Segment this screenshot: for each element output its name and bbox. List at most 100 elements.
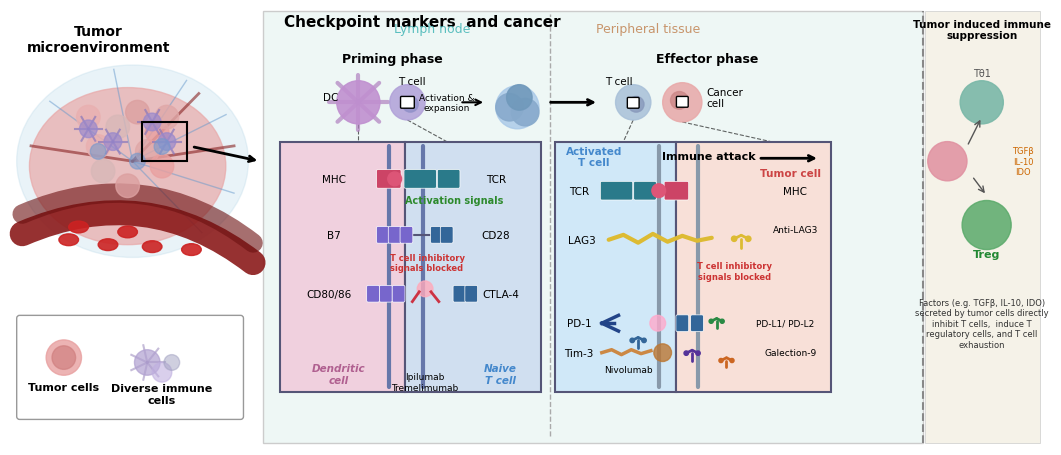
Text: TCR: TCR [486,175,506,184]
Circle shape [129,154,145,170]
Ellipse shape [69,222,88,233]
Circle shape [730,359,734,363]
FancyBboxPatch shape [367,286,380,303]
Bar [0,4,260,451]
FancyBboxPatch shape [677,97,689,108]
Ellipse shape [104,133,122,151]
Text: Dendritic
cell: Dendritic cell [312,364,365,385]
FancyBboxPatch shape [691,315,703,332]
Ellipse shape [30,88,226,245]
Text: PD-1: PD-1 [567,318,592,329]
Circle shape [960,81,1004,125]
Text: Naive
T cell: Naive T cell [484,364,517,385]
FancyBboxPatch shape [401,97,414,109]
Bar [404,142,541,392]
FancyBboxPatch shape [437,170,460,189]
Text: Cancer
cell: Cancer cell [707,87,744,109]
Ellipse shape [181,244,202,256]
Circle shape [927,142,967,182]
Circle shape [495,86,539,130]
Text: PD-L1/ PD-L2: PD-L1/ PD-L2 [756,319,815,328]
Text: MHC: MHC [321,175,346,184]
FancyBboxPatch shape [17,316,243,420]
Circle shape [135,350,160,375]
Circle shape [52,346,75,369]
Circle shape [731,237,736,242]
Text: Tumor cell: Tumor cell [760,169,821,179]
FancyArrowPatch shape [22,213,254,263]
Circle shape [125,101,150,125]
Circle shape [136,140,159,164]
Text: MHC: MHC [783,186,807,196]
FancyBboxPatch shape [431,227,443,244]
Text: T cell: T cell [605,76,632,86]
Bar [925,12,1040,443]
FancyBboxPatch shape [465,286,477,303]
Bar [280,142,404,392]
Text: Diverse immune
cells: Diverse immune cells [111,383,212,405]
Text: CD28: CD28 [482,230,510,240]
Text: Tθ1: Tθ1 [973,69,991,79]
Text: Activation signals: Activation signals [404,196,503,206]
Text: Activated
T cell: Activated T cell [566,146,622,168]
Text: Activation &
expansion: Activation & expansion [419,93,474,113]
Bar [142,123,187,162]
Text: Lymph node: Lymph node [394,23,470,36]
Circle shape [628,97,644,113]
Circle shape [962,201,1011,250]
Circle shape [145,121,169,144]
Circle shape [164,355,179,370]
Circle shape [506,86,533,111]
Circle shape [696,351,700,355]
Circle shape [155,106,178,130]
Text: Galection-9: Galection-9 [764,349,816,357]
Ellipse shape [17,66,248,258]
Circle shape [154,139,170,155]
FancyBboxPatch shape [627,98,639,109]
FancyBboxPatch shape [664,182,689,201]
Ellipse shape [158,133,176,151]
Circle shape [402,97,418,113]
FancyBboxPatch shape [393,286,405,303]
FancyBboxPatch shape [377,227,389,244]
FancyBboxPatch shape [676,315,689,332]
Text: B7: B7 [327,230,341,240]
FancyBboxPatch shape [633,182,657,201]
Circle shape [76,106,100,130]
Circle shape [650,316,665,331]
Circle shape [86,136,110,159]
Text: TGFβ
IL-10
IDO: TGFβ IL-10 IDO [1012,147,1033,177]
Text: CTLA-4: CTLA-4 [483,289,519,299]
Circle shape [663,84,702,123]
Ellipse shape [99,239,118,251]
Circle shape [671,92,689,110]
Circle shape [116,175,139,198]
Ellipse shape [142,241,162,253]
FancyBboxPatch shape [453,286,466,303]
Circle shape [654,344,672,362]
Ellipse shape [143,114,161,131]
Text: Treg: Treg [973,250,1001,260]
Circle shape [152,363,172,382]
FancyBboxPatch shape [601,182,632,201]
Circle shape [651,184,665,198]
Text: TCR: TCR [569,186,589,196]
Text: Tumor
microenvironment: Tumor microenvironment [27,25,170,55]
Ellipse shape [59,234,79,246]
Circle shape [495,94,523,121]
Text: LAG3: LAG3 [569,235,596,245]
Text: Tumor cells: Tumor cells [29,382,100,392]
Bar [676,142,831,392]
Circle shape [106,116,129,139]
Text: Priming phase: Priming phase [343,52,443,66]
Ellipse shape [80,121,98,138]
Text: Nivolumab: Nivolumab [604,365,653,374]
Circle shape [389,86,425,121]
Circle shape [387,172,401,187]
FancyBboxPatch shape [380,286,393,303]
Text: Anti-LAG3: Anti-LAG3 [772,226,818,235]
Circle shape [151,155,174,178]
Circle shape [511,99,539,126]
FancyArrowPatch shape [22,194,254,243]
Circle shape [719,359,723,363]
